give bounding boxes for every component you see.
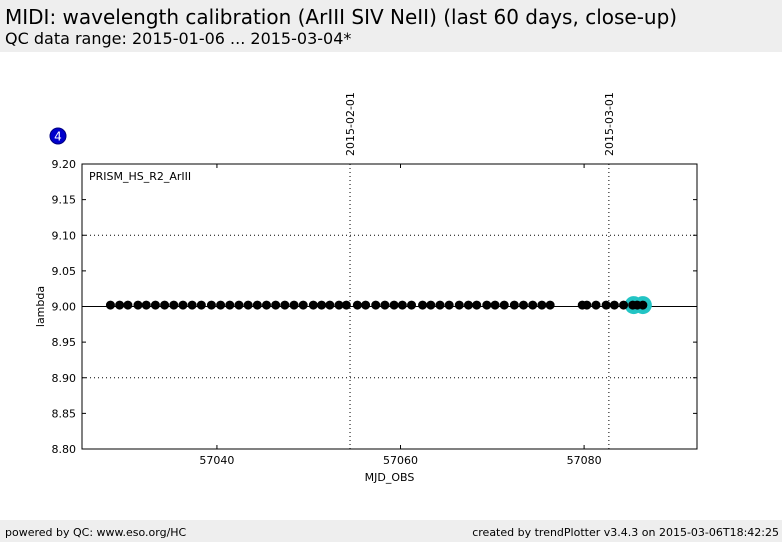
data-point [609, 300, 619, 310]
count-badge: 4 [49, 127, 67, 145]
chart-annotation: PRISM_HS_R2_ArIII [89, 170, 191, 183]
data-point [271, 300, 281, 310]
data-point [105, 300, 115, 310]
data-point [133, 300, 143, 310]
page-subtitle: QC data range: 2015-01-06 ... 2015-03-04… [5, 29, 352, 48]
data-point [454, 300, 464, 310]
data-point [371, 300, 381, 310]
data-point [638, 300, 648, 310]
data-point [545, 300, 555, 310]
footer-powered-by: powered by QC: www.eso.org/HC [5, 526, 187, 539]
data-point [482, 300, 492, 310]
page-title: MIDI: wavelength calibration (ArIII SIV … [5, 5, 678, 29]
header-bar: MIDI: wavelength calibration (ArIII SIV … [0, 0, 782, 52]
data-point [341, 300, 351, 310]
data-point [298, 300, 308, 310]
y-tick-label: 9.20 [52, 158, 77, 171]
data-point [178, 300, 188, 310]
data-point [123, 300, 133, 310]
y-axis-label: lambda [34, 286, 47, 327]
footer-bar: powered by QC: www.eso.org/HC created by… [0, 520, 782, 542]
data-point [141, 300, 151, 310]
data-point [519, 300, 529, 310]
x-tick-label: 57040 [199, 454, 234, 467]
date-marker-label: 2015-03-01 [603, 92, 616, 156]
data-point [325, 300, 335, 310]
data-point [444, 300, 454, 310]
data-point [601, 300, 611, 310]
y-tick-label: 9.00 [52, 301, 77, 314]
footer-created-by: created by trendPlotter v3.4.3 on 2015-0… [472, 526, 779, 539]
x-axis-label: MJD_OBS [365, 471, 415, 484]
data-point [150, 300, 160, 310]
data-point [289, 300, 299, 310]
date-marker-label: 2015-02-01 [344, 92, 357, 156]
plot-frame [81, 163, 698, 450]
x-axis-ticks: 57040 57060 57080 [199, 164, 602, 467]
data-point [591, 300, 601, 310]
badge-label: 4 [54, 130, 62, 144]
data-point [537, 300, 547, 310]
data-point [426, 300, 436, 310]
data-point [308, 300, 318, 310]
data-point [499, 300, 509, 310]
data-point [352, 300, 362, 310]
data-point [243, 300, 253, 310]
data-point [280, 300, 290, 310]
badge-circle [49, 127, 67, 145]
data-point [234, 300, 244, 310]
data-point [418, 300, 428, 310]
data-point [317, 300, 327, 310]
chart-grid [82, 234, 697, 379]
data-point [490, 300, 500, 310]
y-axis-ticks: 8.80 8.85 8.90 8.95 9.00 9.05 9.10 9.15 9.20 [52, 158, 697, 456]
data-point [252, 300, 262, 310]
data-point [206, 300, 216, 310]
x-tick-label: 57060 [383, 454, 418, 467]
x-tick-label: 57080 [567, 454, 602, 467]
data-point [463, 300, 473, 310]
data-point [334, 300, 344, 310]
data-point [262, 300, 271, 310]
y-tick-label: 8.85 [52, 407, 77, 420]
data-point [397, 300, 407, 310]
data-point [169, 300, 179, 310]
data-point [115, 300, 125, 310]
data-point [407, 300, 417, 310]
data-point [472, 300, 482, 310]
data-point [380, 300, 390, 310]
data-point [361, 300, 371, 310]
data-point [435, 300, 445, 310]
data-point [619, 300, 629, 310]
y-tick-label: 9.15 [52, 194, 77, 207]
data-point [196, 300, 206, 310]
data-point [160, 300, 170, 310]
y-tick-label: 9.05 [52, 265, 77, 278]
data-point [509, 300, 519, 310]
data-point [187, 300, 197, 310]
y-tick-label: 9.10 [52, 229, 77, 242]
chart-points [105, 296, 652, 315]
data-point [389, 300, 399, 310]
data-point [582, 300, 592, 310]
data-point [216, 300, 226, 310]
data-point [528, 300, 538, 310]
data-point [225, 300, 235, 310]
y-tick-label: 8.80 [52, 443, 77, 456]
date-markers: 2015-02-01 2015-03-01 [344, 92, 616, 449]
y-tick-label: 8.95 [52, 336, 77, 349]
y-tick-label: 8.90 [52, 372, 77, 385]
